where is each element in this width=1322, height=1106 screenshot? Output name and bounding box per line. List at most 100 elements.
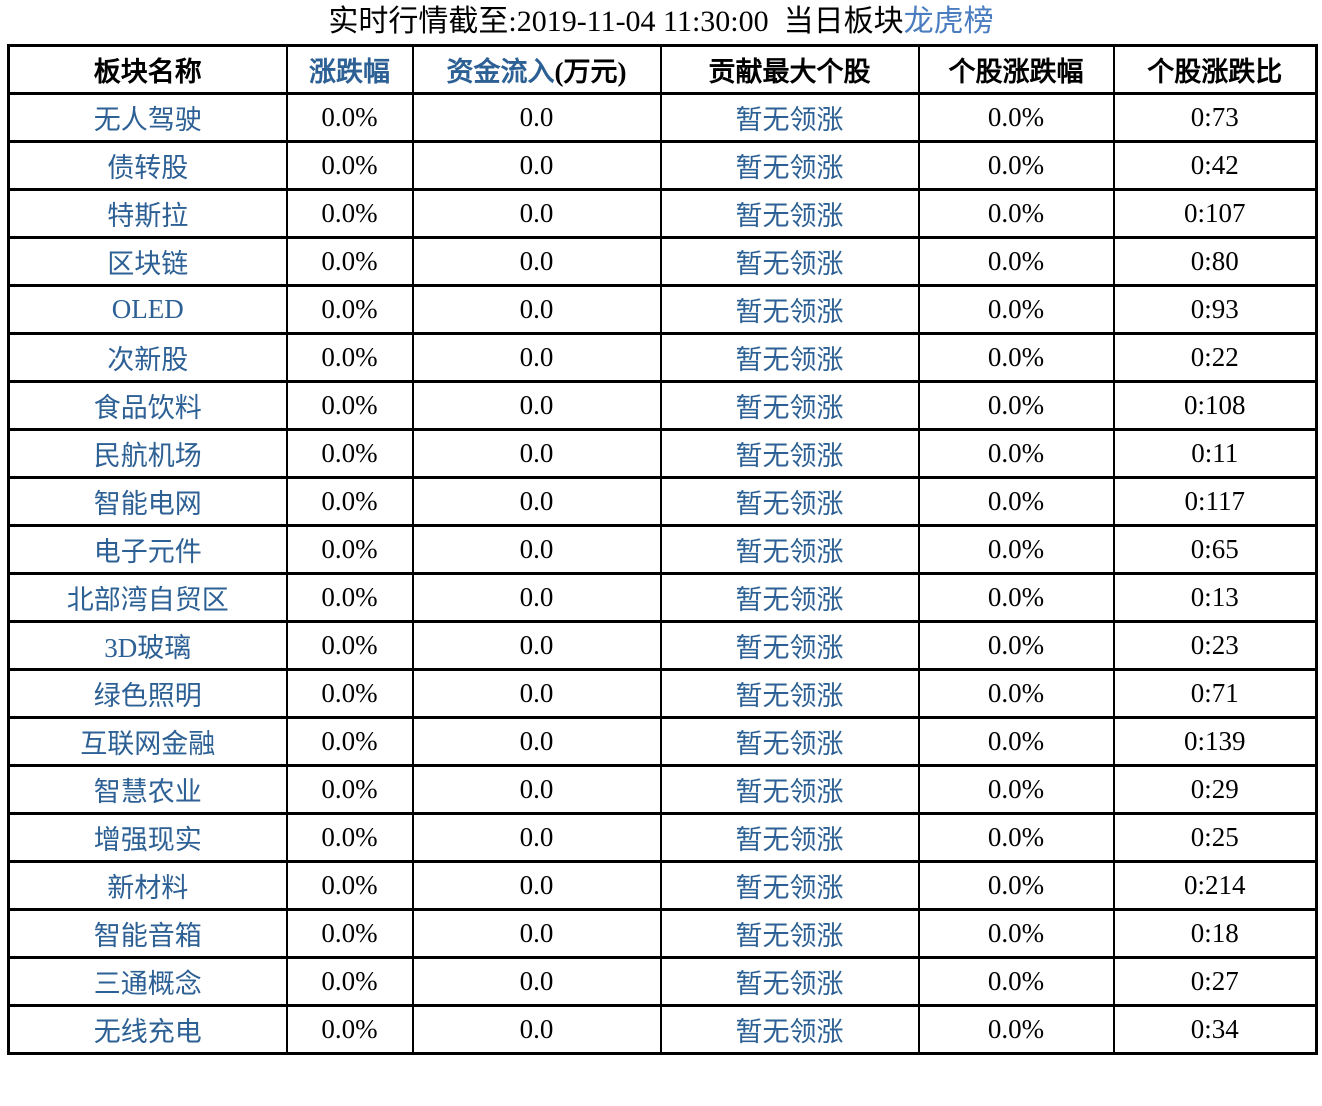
col-header-sector-name: 板块名称	[7, 44, 288, 95]
stock-change-percent-cell: 0.0%	[917, 524, 1115, 575]
sector-name-link[interactable]: 无线充电	[93, 1017, 202, 1047]
top-stock-link-cell: 暂无领涨	[659, 1004, 920, 1055]
change-percent-cell: 0.0%	[285, 860, 414, 911]
top-stock-link[interactable]: 暂无领涨	[735, 393, 844, 423]
inflow-amount-cell: 0.0	[411, 476, 662, 527]
top-stock-link[interactable]: 暂无领涨	[735, 633, 844, 663]
sector-name-link-cell: 次新股	[7, 332, 288, 383]
top-stock-link-cell: 暂无领涨	[659, 92, 920, 143]
top-stock-link[interactable]: 暂无领涨	[735, 585, 844, 615]
inflow-amount: 0.0	[519, 678, 554, 708]
top-stock-link-cell: 暂无领涨	[659, 428, 920, 479]
change-percent-cell: 0.0%	[285, 620, 414, 671]
stock-change-percent: 0.0%	[987, 582, 1045, 612]
stock-change-percent-cell: 0.0%	[917, 428, 1115, 479]
sector-name-link-cell: 三通概念	[7, 956, 288, 1007]
table-row: 民航机场 0.0% 0.0 暂无领涨 0.0% 0:11	[7, 428, 1318, 479]
table-row: 食品饮料 0.0% 0.0 暂无领涨 0.0% 0:108	[7, 380, 1318, 431]
stock-ratio: 0:108	[1183, 390, 1246, 420]
stock-ratio-cell: 0:107	[1112, 188, 1318, 239]
sector-name-link[interactable]: 食品饮料	[93, 393, 202, 423]
stock-change-percent: 0.0%	[987, 630, 1045, 660]
sector-name-link[interactable]: 电子元件	[93, 537, 202, 567]
inflow-amount: 0.0	[519, 966, 554, 996]
stock-ratio-cell: 0:27	[1112, 956, 1318, 1007]
stock-ratio: 0:65	[1190, 534, 1239, 564]
stock-change-percent-cell: 0.0%	[917, 812, 1115, 863]
inflow-amount: 0.0	[519, 150, 554, 180]
top-stock-link[interactable]: 暂无领涨	[735, 105, 844, 135]
stock-change-percent-cell: 0.0%	[917, 92, 1115, 143]
stock-ratio-cell: 0:18	[1112, 908, 1318, 959]
sector-name-link[interactable]: 绿色照明	[93, 681, 202, 711]
table-row: 增强现实 0.0% 0.0 暂无领涨 0.0% 0:25	[7, 812, 1318, 863]
inflow-amount-cell: 0.0	[411, 380, 662, 431]
sector-name-link[interactable]: 债转股	[107, 153, 189, 183]
sector-name-link[interactable]: 增强现实	[93, 825, 202, 855]
top-stock-link[interactable]: 暂无领涨	[735, 537, 844, 567]
sector-name-link[interactable]: 智能音箱	[93, 921, 202, 951]
sector-name-link[interactable]: 智能电网	[93, 489, 202, 519]
stock-ratio-cell: 0:73	[1112, 92, 1318, 143]
sector-name-link[interactable]: 区块链	[107, 249, 189, 279]
dragon-tiger-board-link[interactable]: 龙虎榜	[903, 5, 994, 38]
top-stock-link[interactable]: 暂无领涨	[735, 441, 844, 471]
change-percent-cell: 0.0%	[285, 812, 414, 863]
change-percent: 0.0%	[321, 726, 378, 756]
change-percent-cell: 0.0%	[285, 668, 414, 719]
sector-name-link[interactable]: 北部湾自贸区	[66, 585, 229, 615]
top-stock-link[interactable]: 暂无领涨	[735, 249, 844, 279]
change-percent: 0.0%	[321, 630, 378, 660]
stock-change-percent-cell: 0.0%	[917, 284, 1115, 335]
stock-ratio: 0:214	[1183, 870, 1246, 900]
top-stock-link[interactable]: 暂无领涨	[735, 729, 844, 759]
stock-ratio: 0:25	[1190, 822, 1239, 852]
top-stock-link[interactable]: 暂无领涨	[735, 297, 844, 327]
top-stock-link[interactable]: 暂无领涨	[735, 1017, 844, 1047]
inflow-amount: 0.0	[519, 582, 554, 612]
sector-name-link[interactable]: 次新股	[107, 345, 189, 375]
top-stock-link[interactable]: 暂无领涨	[735, 489, 844, 519]
stock-ratio: 0:42	[1190, 150, 1239, 180]
top-stock-link[interactable]: 暂无领涨	[735, 921, 844, 951]
change-percent: 0.0%	[321, 966, 378, 996]
stock-ratio: 0:13	[1190, 582, 1239, 612]
top-stock-link-cell: 暂无领涨	[659, 284, 920, 335]
sector-name-link[interactable]: 新材料	[107, 873, 189, 903]
top-stock-link[interactable]: 暂无领涨	[735, 345, 844, 375]
sector-name-link[interactable]: 智慧农业	[93, 777, 202, 807]
stock-change-percent-cell: 0.0%	[917, 140, 1115, 191]
stock-change-percent: 0.0%	[987, 534, 1045, 564]
table-row: 特斯拉 0.0% 0.0 暂无领涨 0.0% 0:107	[7, 188, 1318, 239]
top-stock-link[interactable]: 暂无领涨	[735, 201, 844, 231]
sector-name-link-cell: 区块链	[7, 236, 288, 287]
top-stock-link-cell: 暂无领涨	[659, 572, 920, 623]
change-percent-cell: 0.0%	[285, 380, 414, 431]
top-stock-link[interactable]: 暂无领涨	[735, 873, 844, 903]
sector-name-link[interactable]: 民航机场	[93, 441, 202, 471]
col-header-inflow-unit: (万元)	[554, 57, 627, 87]
sector-name-link-cell: 无线充电	[7, 1004, 288, 1055]
table-row: OLED 0.0% 0.0 暂无领涨 0.0% 0:93	[7, 284, 1318, 335]
top-stock-link[interactable]: 暂无领涨	[735, 153, 844, 183]
top-stock-link[interactable]: 暂无领涨	[735, 681, 844, 711]
sector-name-link[interactable]: 3D玻璃	[104, 633, 192, 663]
stock-change-percent: 0.0%	[987, 294, 1045, 324]
sector-name-link[interactable]: 互联网金融	[80, 729, 216, 759]
stock-change-percent-cell: 0.0%	[917, 572, 1115, 623]
sector-name-link[interactable]: OLED	[111, 294, 184, 324]
stock-ratio: 0:117	[1184, 486, 1246, 516]
stock-change-percent: 0.0%	[987, 486, 1045, 516]
col-header-ratio: 个股涨跌比	[1112, 44, 1318, 95]
inflow-amount: 0.0	[519, 486, 554, 516]
stock-change-percent: 0.0%	[987, 678, 1045, 708]
sector-name-link[interactable]: 三通概念	[93, 969, 202, 999]
sector-name-link[interactable]: 无人驾驶	[93, 105, 202, 135]
sector-name-link[interactable]: 特斯拉	[107, 201, 189, 231]
change-percent-cell: 0.0%	[285, 956, 414, 1007]
top-stock-link[interactable]: 暂无领涨	[735, 777, 844, 807]
change-percent-cell: 0.0%	[285, 284, 414, 335]
top-stock-link[interactable]: 暂无领涨	[735, 969, 844, 999]
inflow-amount: 0.0	[519, 246, 554, 276]
top-stock-link[interactable]: 暂无领涨	[735, 825, 844, 855]
